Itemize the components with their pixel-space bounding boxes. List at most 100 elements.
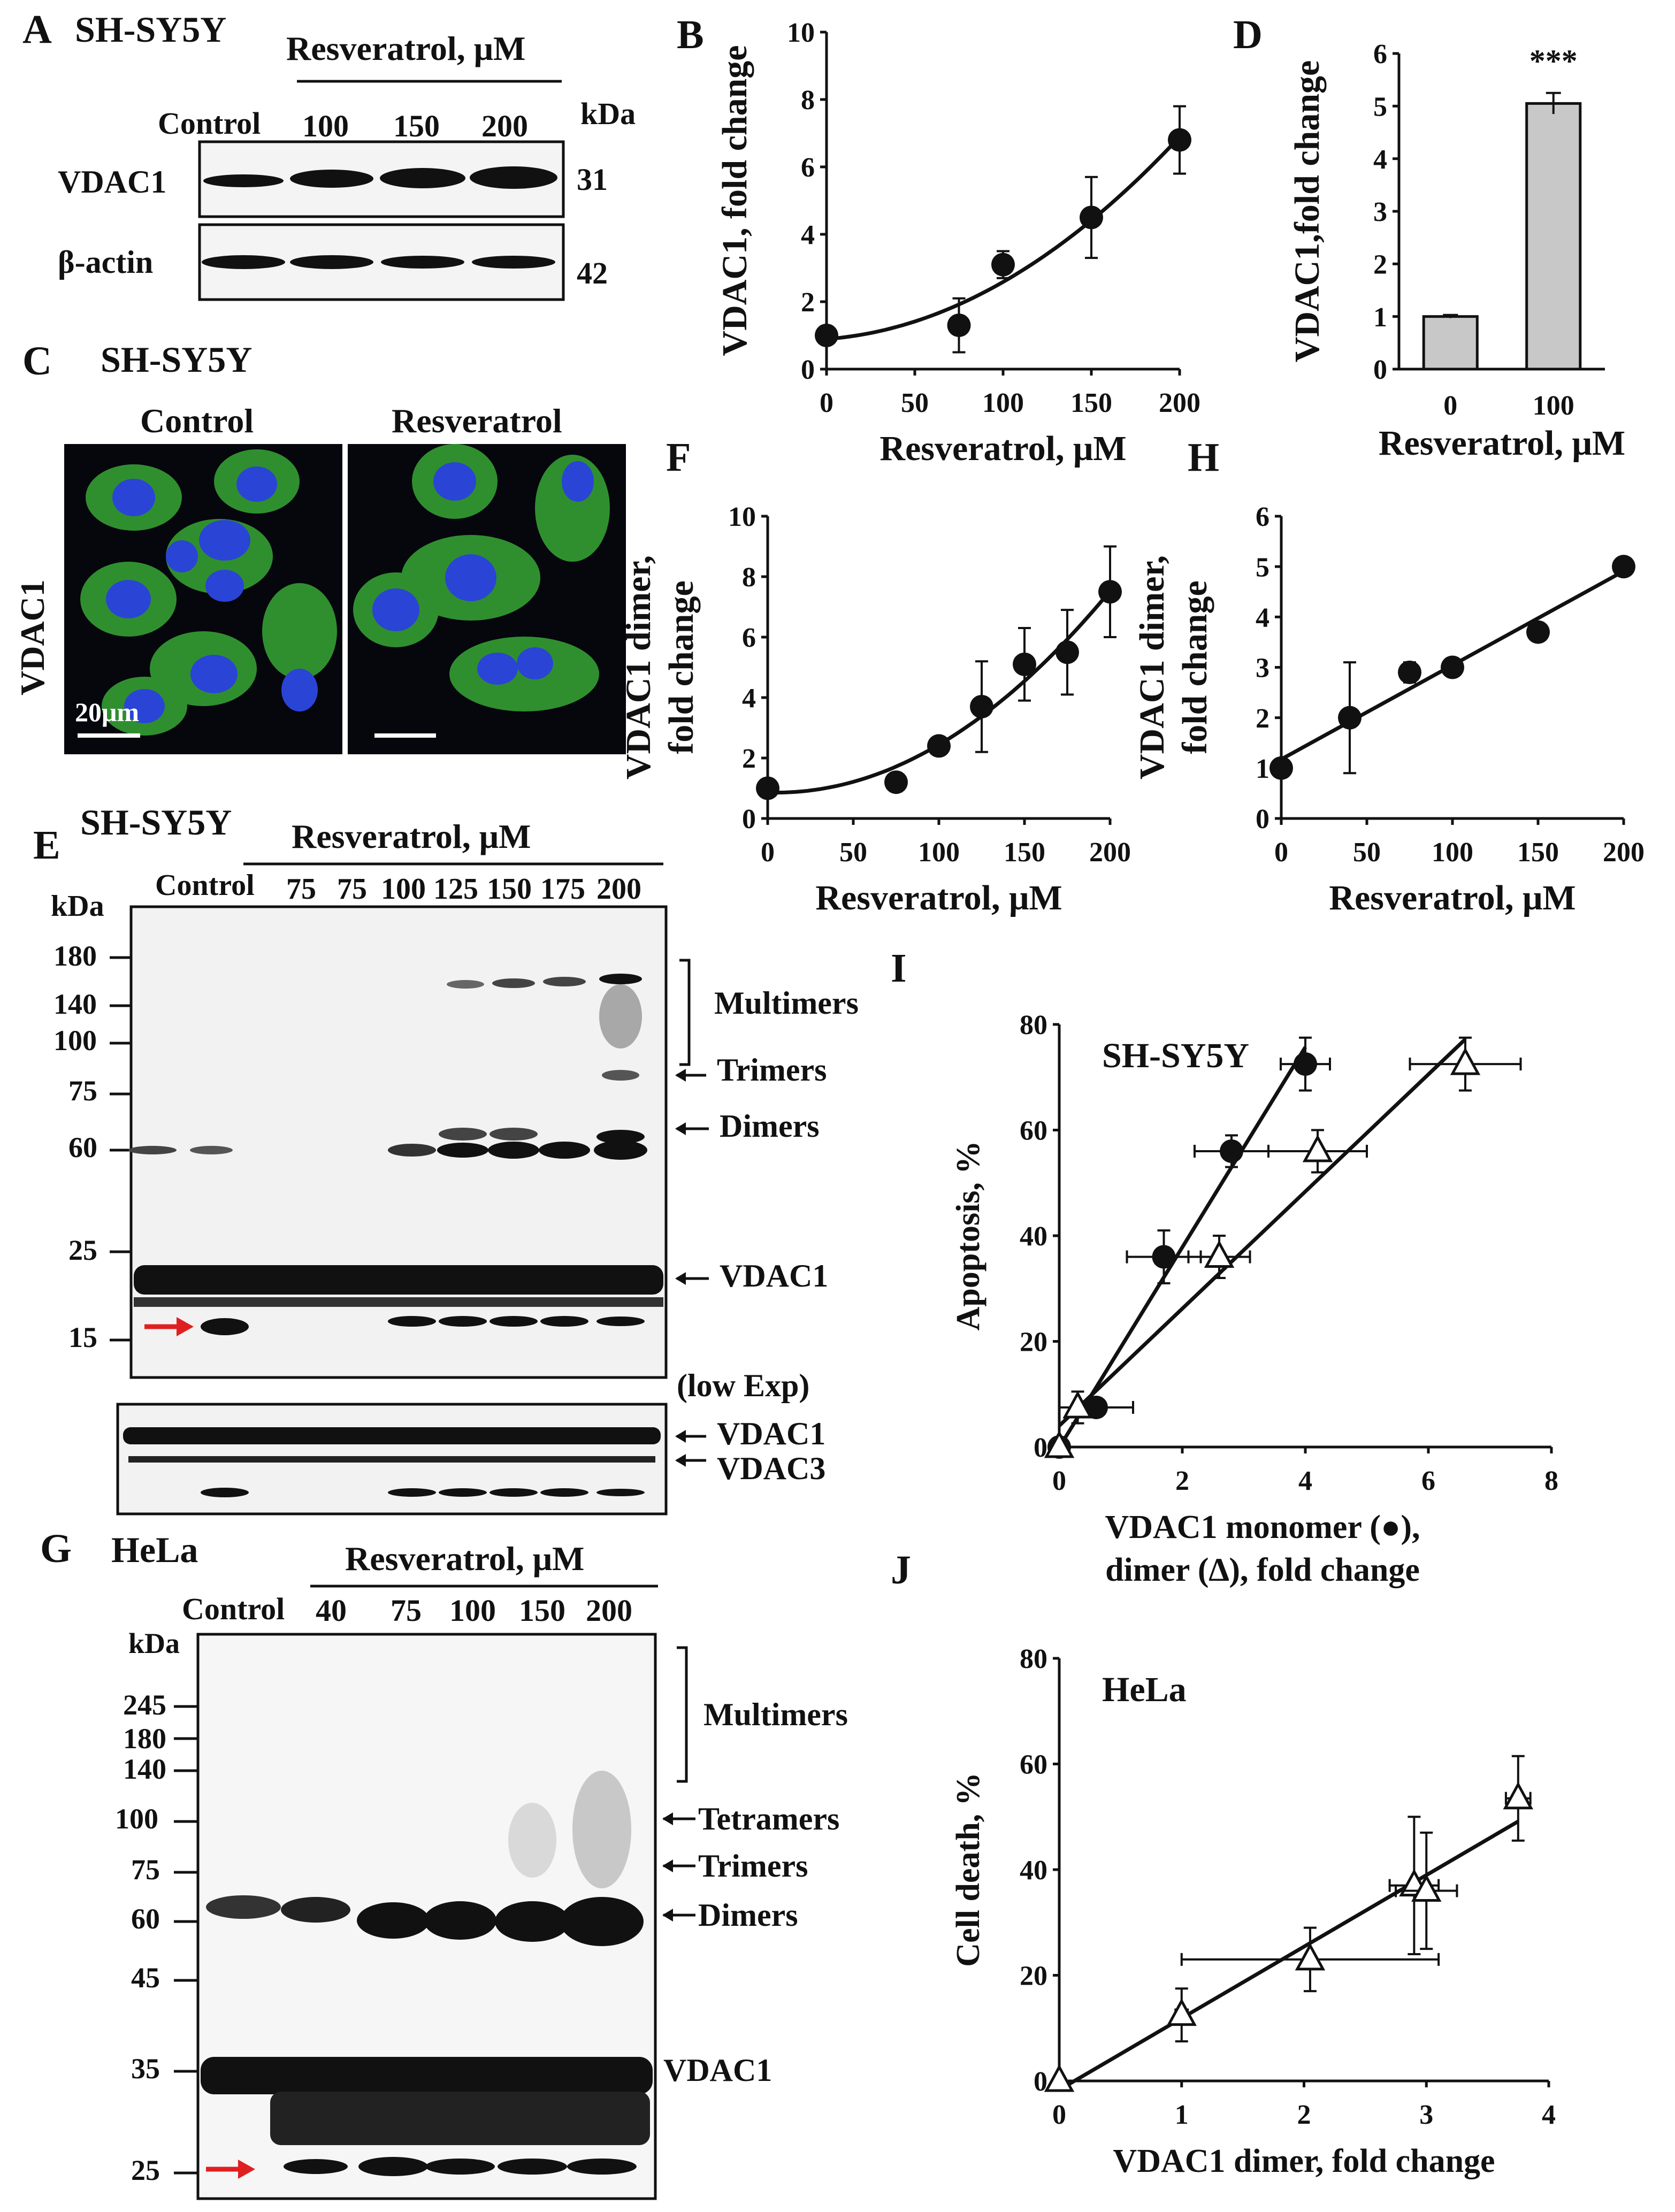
x-tick-label: 8	[1544, 1466, 1558, 1496]
x-tick-label: 100	[918, 837, 960, 868]
data-point	[1411, 1874, 1442, 1902]
y-tick-label: 60	[1020, 1750, 1047, 1780]
chart-panel-j: J 0 20 40 60 80 0 1 2 3 4 HeLa VDAC1 dimer, fold cha…	[891, 1548, 1556, 2179]
data-point	[1013, 652, 1036, 676]
x-tick-label: 200	[1089, 837, 1131, 868]
panel-c: C SH-SY5Y Control Resveratrol VDAC1	[13, 339, 626, 754]
panel-e: E SH-SY5Y Resveratrol, μM Control 75 75 …	[33, 802, 859, 1516]
x-tick-label: 100	[1533, 391, 1574, 421]
arrow-left-icon	[675, 1122, 686, 1135]
panel-letter: C	[22, 339, 52, 384]
blot-band	[202, 255, 285, 269]
lane-label: 40	[316, 1593, 347, 1628]
blot-band	[123, 1427, 661, 1444]
lane-label: 125	[433, 872, 478, 906]
y-tick-label: 0	[742, 804, 756, 835]
arrow-left-icon	[662, 1812, 673, 1825]
data-point	[1166, 1998, 1197, 2026]
arrow-left-icon	[662, 1909, 673, 1922]
x-tick-label: 50	[1353, 837, 1381, 868]
y-tick-label: 2	[742, 744, 756, 774]
x-tick-label: 0	[820, 388, 833, 418]
lane-label: 100	[302, 109, 349, 143]
data-point	[815, 324, 838, 347]
marker-label: 25	[131, 2154, 160, 2186]
marker-label: 45	[131, 1962, 160, 1994]
trend-line	[1058, 1046, 1307, 1449]
x-tick-label: 150	[1004, 837, 1045, 868]
lane-label: 100	[381, 872, 426, 906]
band-label: Multimers	[703, 1697, 848, 1732]
x-axis-label: VDAC1 dimer, fold change	[1113, 2143, 1495, 2179]
y-axis-label: fold change	[662, 580, 701, 754]
data-point	[1056, 640, 1079, 664]
x-tick-label: 0	[1052, 2100, 1066, 2130]
marker-label: 60	[131, 1903, 160, 1935]
condition-label: Resveratrol	[392, 402, 562, 440]
blot-band	[201, 1488, 249, 1497]
arrow-left-icon	[675, 1272, 686, 1285]
row-label: β-actin	[58, 244, 153, 280]
panel-letter: J	[891, 1548, 911, 1593]
blot-band	[470, 166, 557, 189]
y-tick-label: 40	[1020, 1221, 1047, 1252]
data-point	[1526, 620, 1550, 644]
resveratrol-cells	[353, 444, 610, 711]
multimer-bracket	[679, 959, 691, 1066]
y-tick-label: 8	[742, 562, 756, 593]
blot-band	[380, 168, 465, 188]
band-label: VDAC1	[720, 1258, 828, 1293]
band-label: VDAC1	[717, 1416, 825, 1451]
x-axis-label: Resveratrol, μM	[815, 878, 1062, 917]
blot-e-bands	[128, 974, 663, 1335]
arrow-left-icon	[675, 1454, 686, 1467]
x-tick-label: 50	[901, 388, 929, 418]
marker-label: 140	[123, 1753, 166, 1785]
x-tick-label: 3	[1419, 2100, 1433, 2130]
y-tick-label: 0	[1373, 355, 1387, 385]
data-point	[1450, 1047, 1481, 1075]
panel-a: A SH-SY5Y Resveratrol, μM kDa Control 10…	[22, 7, 636, 301]
control-cells	[80, 449, 337, 736]
marker-label: 15	[68, 1321, 97, 1353]
data-point	[1062, 1390, 1093, 1419]
x-tick-label: 0	[1274, 837, 1288, 868]
row-label: VDAC1	[58, 164, 166, 200]
x-tick-label: 100	[1432, 837, 1473, 868]
marker-label: 25	[68, 1234, 97, 1266]
y-tick-label: 4	[1256, 603, 1269, 633]
y-tick-label: 6	[1373, 39, 1387, 70]
band-label: VDAC3	[717, 1451, 825, 1486]
y-tick-label: 6	[1256, 502, 1269, 532]
x-tick-label: 2	[1175, 1466, 1189, 1496]
blot-band	[439, 1488, 487, 1497]
kda-label: kDa	[51, 890, 104, 923]
x-axis-label: dimer (∆), fold change	[1105, 1552, 1420, 1588]
y-tick-label: 2	[1373, 250, 1387, 280]
blot-band	[472, 256, 555, 269]
cell-line-label: HeLa	[111, 1529, 198, 1570]
y-tick-label: 0	[1256, 804, 1269, 835]
panel-letter: A	[22, 7, 52, 52]
blot-band	[388, 1488, 436, 1497]
panel-letter: G	[40, 1526, 72, 1571]
y-tick-label: 0	[801, 355, 815, 385]
x-tick-label: 6	[1421, 1466, 1435, 1496]
data-point	[1441, 655, 1464, 679]
band-label: Trimers	[698, 1848, 808, 1884]
data-point	[1168, 128, 1191, 152]
cell-line-label: SH-SY5Y	[101, 339, 252, 380]
y-tick-label: 3	[1373, 197, 1387, 227]
lane-label: 75	[286, 872, 316, 906]
blot-band	[290, 170, 373, 188]
data-point	[1269, 756, 1293, 780]
marker-label: 60	[68, 1131, 97, 1164]
band-label: Trimers	[717, 1052, 827, 1088]
treatment-label: Resveratrol, μM	[286, 29, 525, 67]
treatment-label: Resveratrol, μM	[292, 817, 531, 855]
lane-label: 100	[449, 1593, 496, 1628]
y-tick-label: 2	[801, 287, 815, 318]
